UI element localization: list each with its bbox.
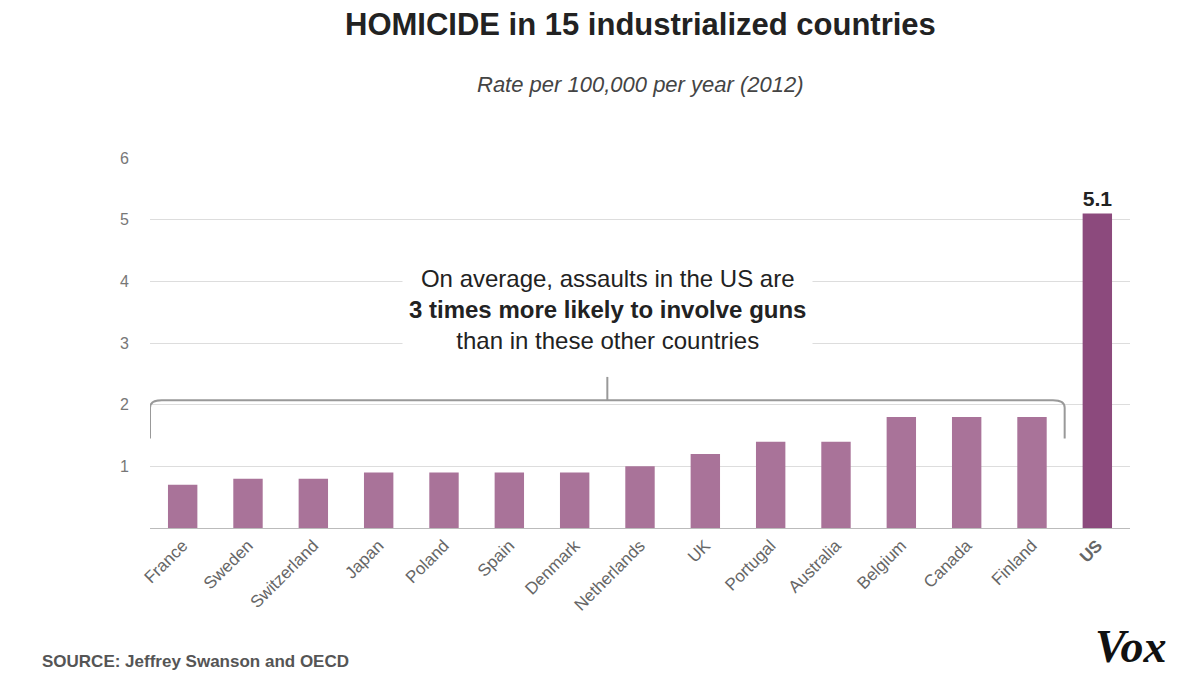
svg-text:Japan: Japan xyxy=(341,536,387,582)
svg-text:5: 5 xyxy=(120,211,129,228)
svg-text:US: US xyxy=(1076,536,1106,566)
svg-text:Denmark: Denmark xyxy=(521,536,584,599)
svg-text:Rate per 100,000 per year (201: Rate per 100,000 per year (2012) xyxy=(477,72,804,97)
svg-text:Sweden: Sweden xyxy=(200,536,257,593)
svg-text:SOURCE: Jeffrey Swanson and OE: SOURCE: Jeffrey Swanson and OECD xyxy=(42,652,349,671)
svg-text:HOMICIDE in 15 industrialized: HOMICIDE in 15 industrialized countries xyxy=(345,7,936,42)
svg-text:Switzerland: Switzerland xyxy=(247,536,323,612)
svg-text:Belgium: Belgium xyxy=(853,536,910,593)
svg-text:Spain: Spain xyxy=(474,536,518,580)
svg-text:France: France xyxy=(141,536,192,587)
svg-text:6: 6 xyxy=(120,150,129,167)
svg-text:Finland: Finland xyxy=(988,536,1041,589)
svg-text:4: 4 xyxy=(120,273,129,290)
svg-text:5.1: 5.1 xyxy=(1083,187,1113,210)
svg-text:Poland: Poland xyxy=(402,536,453,587)
svg-text:Vox: Vox xyxy=(1095,621,1167,672)
svg-text:3: 3 xyxy=(120,335,129,352)
svg-text:Australia: Australia xyxy=(785,536,846,597)
svg-text:1: 1 xyxy=(120,458,129,475)
svg-text:Portugal: Portugal xyxy=(721,536,779,594)
svg-text:Netherlands: Netherlands xyxy=(571,536,649,614)
svg-text:2: 2 xyxy=(120,396,129,413)
svg-text:Canada: Canada xyxy=(920,536,976,592)
svg-text:UK: UK xyxy=(684,536,715,567)
svg-text:On average, assaults in the US: On average, assaults in the US are3 time… xyxy=(409,265,806,354)
